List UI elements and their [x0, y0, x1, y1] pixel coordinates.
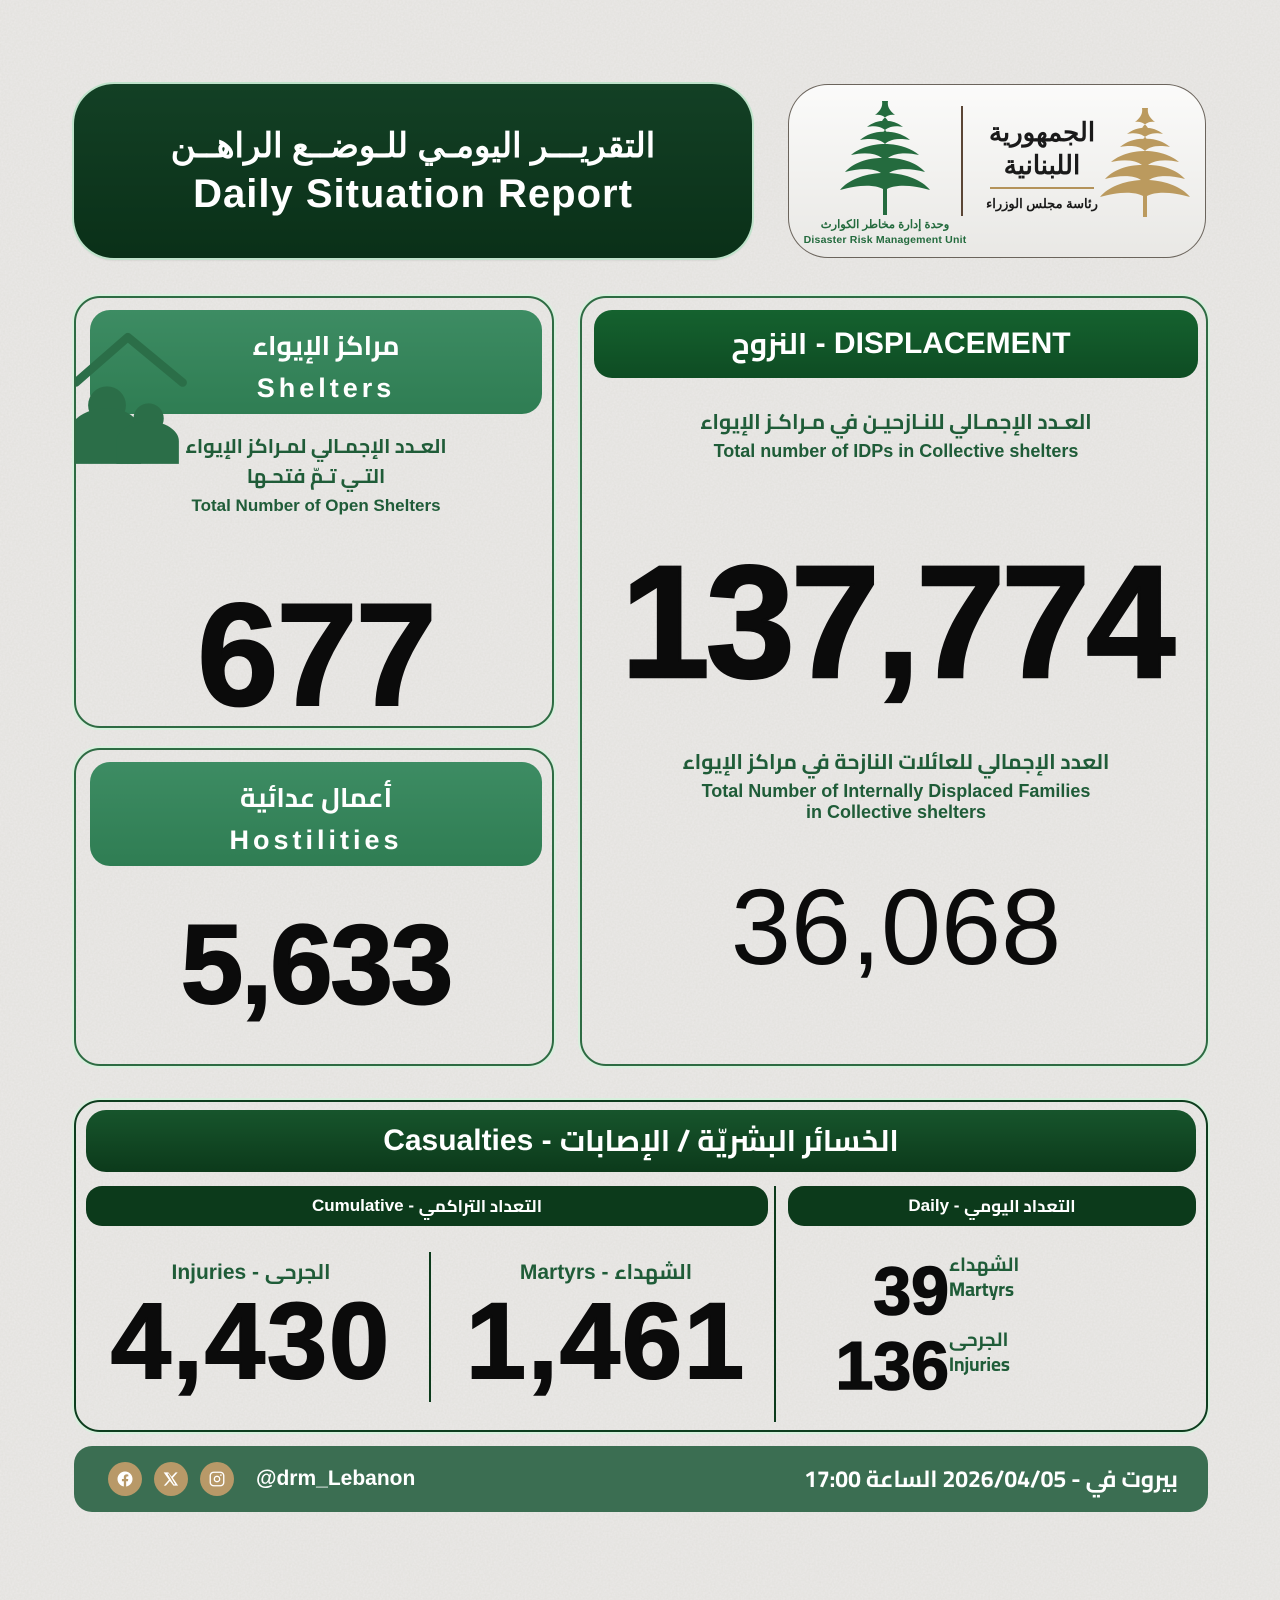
svg-text:وحدة إدارة مخاطر الكوارث: وحدة إدارة مخاطر الكوارث	[821, 218, 950, 232]
svg-text:رئاسة مجلس الوزراء: رئاسة مجلس الوزراء	[986, 196, 1098, 212]
svg-text:الجمهورية: الجمهورية	[989, 117, 1095, 148]
svg-text:Disaster Risk Management Unit: Disaster Risk Management Unit	[804, 234, 967, 246]
svg-text:اللبنانية: اللبنانية	[1004, 150, 1080, 180]
